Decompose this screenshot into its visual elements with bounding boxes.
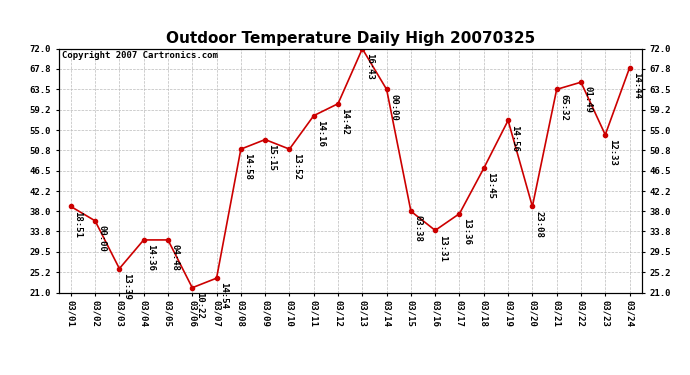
Text: 18:51: 18:51 <box>73 211 82 237</box>
Text: 13:36: 13:36 <box>462 218 471 244</box>
Text: 03:38: 03:38 <box>413 215 422 242</box>
Text: 65:32: 65:32 <box>559 93 568 120</box>
Text: 14:16: 14:16 <box>316 120 325 147</box>
Text: 00:00: 00:00 <box>389 93 398 120</box>
Text: 14:36: 14:36 <box>146 244 155 271</box>
Text: 10:22: 10:22 <box>195 292 204 319</box>
Text: 13:39: 13:39 <box>122 273 131 300</box>
Text: 16:43: 16:43 <box>365 53 374 80</box>
Text: 01:49: 01:49 <box>584 86 593 113</box>
Text: 04:48: 04:48 <box>170 244 179 271</box>
Title: Outdoor Temperature Daily High 20070325: Outdoor Temperature Daily High 20070325 <box>166 31 535 46</box>
Text: 13:45: 13:45 <box>486 172 495 199</box>
Text: 13:31: 13:31 <box>437 234 446 261</box>
Text: 12:33: 12:33 <box>608 139 617 166</box>
Text: 14:44: 14:44 <box>632 72 641 99</box>
Text: 15:15: 15:15 <box>268 144 277 171</box>
Text: 14:58: 14:58 <box>244 153 253 180</box>
Text: 00:00: 00:00 <box>97 225 106 252</box>
Text: 13:52: 13:52 <box>292 153 301 180</box>
Text: Copyright 2007 Cartronics.com: Copyright 2007 Cartronics.com <box>61 51 217 60</box>
Text: 23:08: 23:08 <box>535 211 544 237</box>
Text: 14:54: 14:54 <box>219 282 228 309</box>
Text: 14:56: 14:56 <box>511 124 520 152</box>
Text: 14:42: 14:42 <box>340 108 349 135</box>
